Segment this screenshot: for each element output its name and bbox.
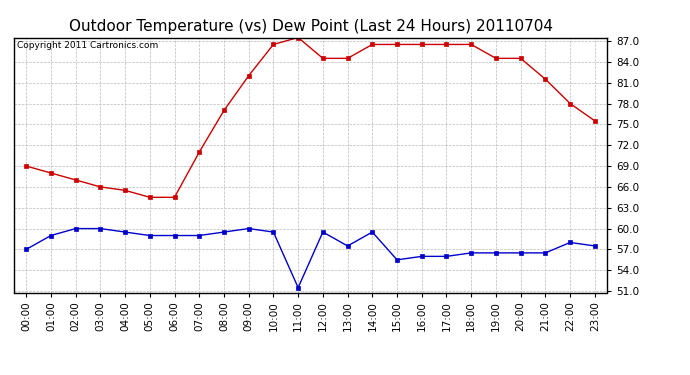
Title: Outdoor Temperature (vs) Dew Point (Last 24 Hours) 20110704: Outdoor Temperature (vs) Dew Point (Last… bbox=[68, 18, 553, 33]
Text: Copyright 2011 Cartronics.com: Copyright 2011 Cartronics.com bbox=[17, 41, 158, 50]
